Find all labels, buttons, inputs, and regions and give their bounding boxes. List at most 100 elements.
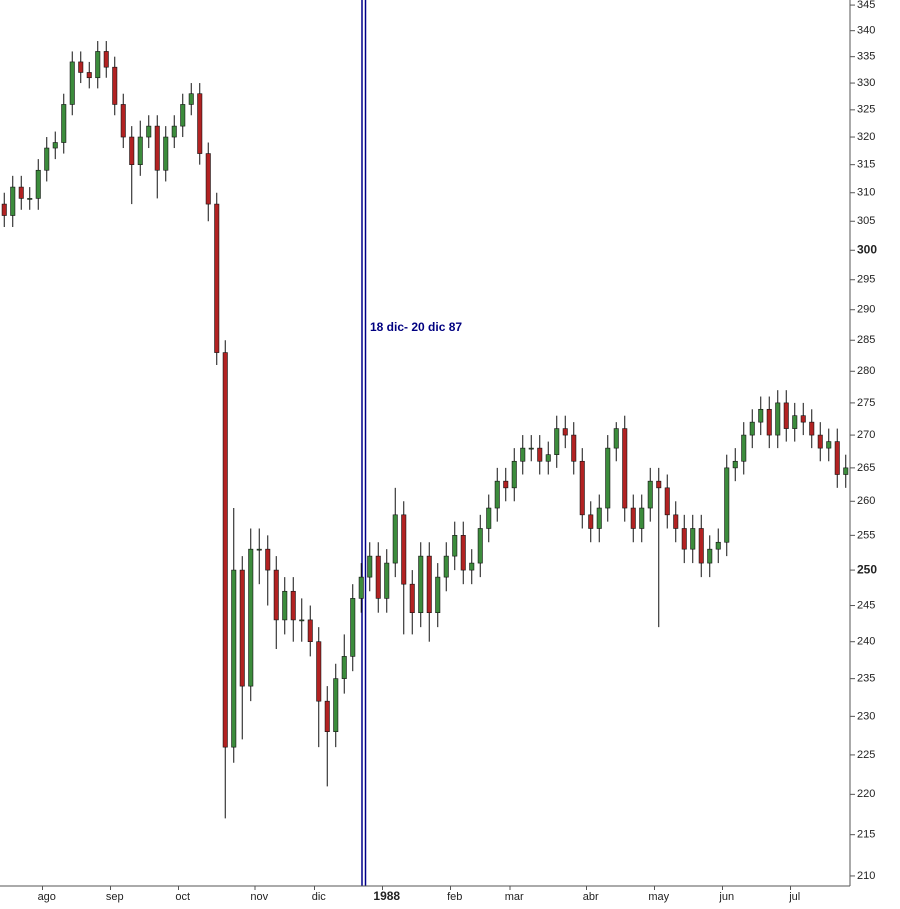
candle-body — [732, 460, 738, 469]
candle-body — [290, 590, 296, 621]
candle-body — [282, 590, 288, 621]
candle-body — [817, 434, 823, 449]
candle-body — [358, 576, 364, 599]
candle-body — [511, 460, 517, 489]
candle-body — [528, 447, 534, 450]
x-tick-label: feb — [447, 891, 462, 903]
candle-body — [239, 569, 245, 687]
y-tick-label: 275 — [857, 397, 875, 409]
candle-body — [180, 104, 186, 127]
y-tick-label: 235 — [857, 673, 875, 685]
candle-body — [639, 507, 645, 529]
x-tick-label: jun — [718, 891, 734, 903]
candle-body — [18, 186, 24, 199]
candle-body — [681, 528, 687, 550]
candle-body — [800, 415, 806, 423]
y-tick-label: 230 — [857, 710, 875, 722]
candle-body — [78, 61, 84, 73]
candle-body — [664, 487, 670, 516]
candle-body — [520, 447, 526, 462]
y-tick-label: 240 — [857, 636, 875, 648]
candle-body — [783, 402, 789, 429]
candle-body — [460, 535, 466, 571]
candle-body — [52, 142, 58, 149]
candle-body — [197, 93, 203, 154]
candle-body — [273, 569, 279, 621]
candle-body — [426, 555, 432, 614]
candle-body — [596, 507, 602, 529]
candle-body — [384, 562, 390, 599]
candle-body — [401, 514, 407, 585]
candle-body — [324, 700, 330, 732]
candle-body — [469, 562, 475, 571]
candle-body — [503, 480, 509, 489]
candle-body — [341, 656, 347, 679]
candle-body — [826, 441, 832, 449]
candle-body — [316, 641, 322, 702]
candle-body — [44, 147, 50, 171]
candle-body — [392, 514, 398, 564]
y-tick-label: 305 — [857, 215, 875, 227]
y-tick-label: 325 — [857, 104, 875, 116]
candle-body — [562, 428, 568, 436]
candle-body — [418, 555, 424, 614]
y-tick-label: 280 — [857, 365, 875, 377]
candle-body — [375, 555, 381, 599]
y-tick-label: 270 — [857, 429, 875, 441]
candle-body — [630, 507, 636, 529]
x-tick-label: sep — [106, 891, 124, 903]
y-tick-label: 295 — [857, 274, 875, 286]
candle-body — [129, 136, 135, 165]
candle-body — [35, 169, 41, 199]
x-tick-label: nov — [250, 891, 268, 903]
y-tick-label: 300 — [857, 242, 877, 256]
x-tick-label: 1988 — [373, 889, 400, 903]
candle-body — [256, 548, 262, 551]
candle-body — [205, 153, 211, 205]
x-tick-label: mar — [505, 891, 524, 903]
candle-body — [154, 125, 160, 171]
y-tick-label: 250 — [857, 562, 877, 576]
y-tick-label: 260 — [857, 495, 875, 507]
candle-body — [61, 104, 67, 143]
candle-body — [350, 598, 356, 657]
candle-body — [163, 136, 169, 171]
candle-body — [766, 408, 772, 436]
candle-body — [741, 434, 747, 462]
candle-body — [103, 51, 109, 68]
candle-body — [265, 548, 271, 571]
candle-body — [792, 415, 798, 429]
candle-body — [613, 428, 619, 449]
candle-body — [1, 203, 7, 216]
candle-body — [222, 352, 228, 748]
candle-body — [299, 619, 305, 622]
candle-body — [554, 428, 560, 455]
candle-body — [690, 528, 696, 550]
y-tick-label: 340 — [857, 25, 875, 37]
candle-body — [486, 507, 492, 529]
candle-body — [112, 66, 118, 105]
y-tick-label: 315 — [857, 159, 875, 171]
annotation: 18 dic- 20 dic 87 — [370, 320, 462, 334]
y-tick-label: 220 — [857, 788, 875, 800]
candle-body — [120, 104, 126, 138]
candle-body — [367, 555, 373, 578]
candle-body — [137, 136, 143, 165]
y-tick-label: 265 — [857, 462, 875, 474]
y-tick-label: 285 — [857, 334, 875, 346]
y-tick-label: 345 — [857, 0, 875, 11]
x-tick-label: jul — [788, 891, 800, 903]
candle-body — [724, 467, 730, 543]
candle-body — [248, 548, 254, 687]
y-tick-label: 290 — [857, 304, 875, 316]
candle-body — [545, 454, 551, 462]
candle-body — [214, 203, 220, 353]
candle-body — [571, 434, 577, 462]
candle-body — [715, 541, 721, 550]
candle-body — [307, 619, 313, 643]
candle-body — [171, 125, 177, 138]
candle-body — [579, 460, 585, 516]
y-tick-label: 320 — [857, 131, 875, 143]
y-tick-label: 330 — [857, 77, 875, 89]
